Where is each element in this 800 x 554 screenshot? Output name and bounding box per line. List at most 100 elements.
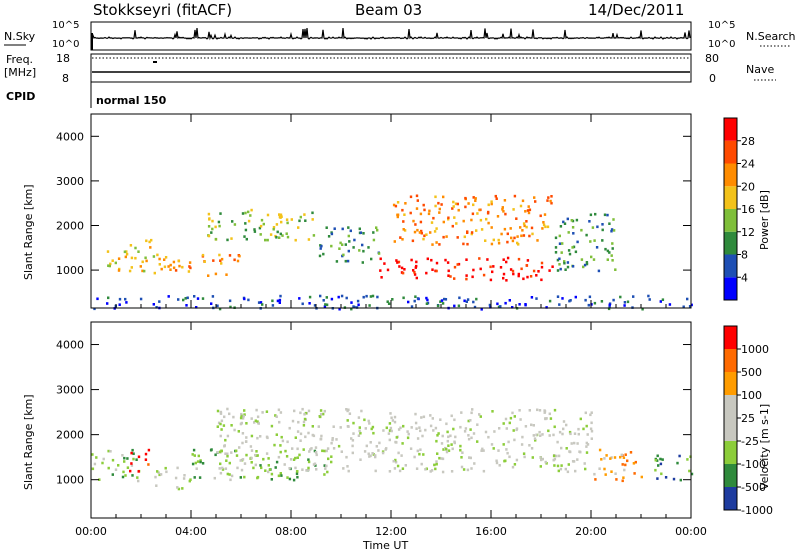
- ytick-label: 4000: [56, 130, 84, 143]
- echo-cell: [266, 213, 270, 217]
- echo-cell: [195, 306, 198, 309]
- colorbar-tick-label: -25: [741, 435, 759, 448]
- echo-cell: [564, 467, 567, 471]
- echo-cell: [253, 228, 256, 231]
- echo-cell: [437, 432, 440, 435]
- echo-cell: [595, 246, 599, 249]
- echo-cell: [647, 294, 650, 298]
- echo-cell: [513, 438, 516, 442]
- echo-cell: [567, 249, 571, 252]
- echo-cell: [297, 420, 300, 424]
- echo-cell: [466, 242, 469, 246]
- echo-cell: [322, 252, 325, 256]
- echo-cell: [558, 234, 561, 238]
- echo-cell: [327, 235, 331, 238]
- echo-cell: [117, 257, 121, 260]
- echo-cell: [304, 219, 307, 222]
- echo-cell: [241, 441, 244, 445]
- echo-cell: [226, 238, 229, 242]
- echo-cell: [576, 442, 579, 445]
- echo-cell: [479, 218, 483, 222]
- echo-cell: [286, 476, 289, 479]
- echo-cell: [278, 215, 282, 219]
- echo-cell: [307, 458, 310, 461]
- echo-cell: [403, 213, 406, 216]
- echo-cell: [510, 236, 513, 240]
- echo-cell: [214, 225, 217, 229]
- echo-cell: [489, 278, 493, 282]
- echo-cell: [464, 205, 467, 209]
- echo-cell: [608, 251, 611, 254]
- echo-cell: [624, 453, 627, 456]
- echo-cell: [583, 263, 587, 267]
- echo-cell: [311, 211, 314, 215]
- echo-cell: [603, 457, 606, 460]
- echo-cell: [273, 443, 276, 447]
- echo-cell: [415, 276, 418, 280]
- echo-cell: [327, 457, 330, 461]
- echo-cell: [319, 247, 322, 250]
- echo-cell: [591, 226, 595, 229]
- echo-cell: [350, 307, 353, 311]
- echo-cell: [452, 200, 455, 204]
- echo-cell: [501, 206, 504, 209]
- echo-cell: [402, 220, 405, 223]
- echo-cell: [454, 202, 458, 206]
- echo-cell: [340, 450, 343, 453]
- echo-cell: [461, 451, 464, 454]
- echo-cell: [319, 415, 322, 419]
- echo-cell: [470, 231, 474, 234]
- echo-cell: [367, 246, 370, 249]
- colorbar-tick-label: 1000: [741, 343, 769, 356]
- echo-cell: [431, 243, 434, 246]
- echo-cell: [353, 238, 356, 242]
- echo-cell: [114, 261, 117, 265]
- echo-cell: [585, 262, 589, 266]
- echo-cell: [265, 452, 269, 455]
- echo-cell: [410, 258, 413, 262]
- echo-cell: [610, 470, 613, 473]
- echo-cell: [501, 208, 504, 211]
- echo-cell: [515, 217, 518, 220]
- echo-cell: [478, 413, 481, 416]
- echo-cell: [150, 238, 153, 242]
- echo-cell: [415, 260, 418, 264]
- echo-cell: [333, 227, 336, 230]
- echo-cell: [124, 297, 127, 301]
- echo-cell: [281, 439, 285, 443]
- echo-cell: [585, 441, 588, 445]
- echo-cell: [463, 235, 466, 239]
- echo-cell: [345, 408, 348, 411]
- echo-cell: [409, 195, 413, 199]
- echo-cell: [431, 268, 434, 271]
- echo-cell: [371, 425, 375, 429]
- echo-cell: [472, 432, 476, 435]
- echo-cell: [585, 424, 588, 428]
- echo-cell: [442, 448, 445, 451]
- echo-cell: [219, 462, 222, 466]
- power-colorbar-label: Power [dB]: [758, 190, 771, 250]
- velocity-panel: [90, 321, 692, 519]
- echo-cell: [469, 419, 472, 422]
- echo-cell: [488, 303, 492, 307]
- echo-cell: [279, 472, 282, 475]
- echo-cell: [398, 469, 402, 473]
- echo-cell: [439, 418, 442, 421]
- echo-cell: [210, 231, 213, 234]
- echo-cell: [346, 409, 349, 413]
- echo-cell: [126, 457, 129, 460]
- echo-cell: [362, 232, 365, 235]
- echo-cell: [308, 450, 311, 453]
- echo-cell: [486, 211, 490, 215]
- echo-cell: [296, 470, 299, 473]
- echo-cell: [319, 437, 323, 441]
- echo-cell: [579, 417, 582, 421]
- echo-cell: [221, 466, 224, 470]
- echo-cell: [447, 217, 450, 221]
- echo-cell: [117, 269, 121, 272]
- echo-cell: [220, 419, 224, 423]
- echo-cell: [277, 455, 281, 459]
- echo-cell: [247, 219, 251, 223]
- echo-cell: [562, 220, 565, 224]
- echo-cell: [394, 204, 398, 208]
